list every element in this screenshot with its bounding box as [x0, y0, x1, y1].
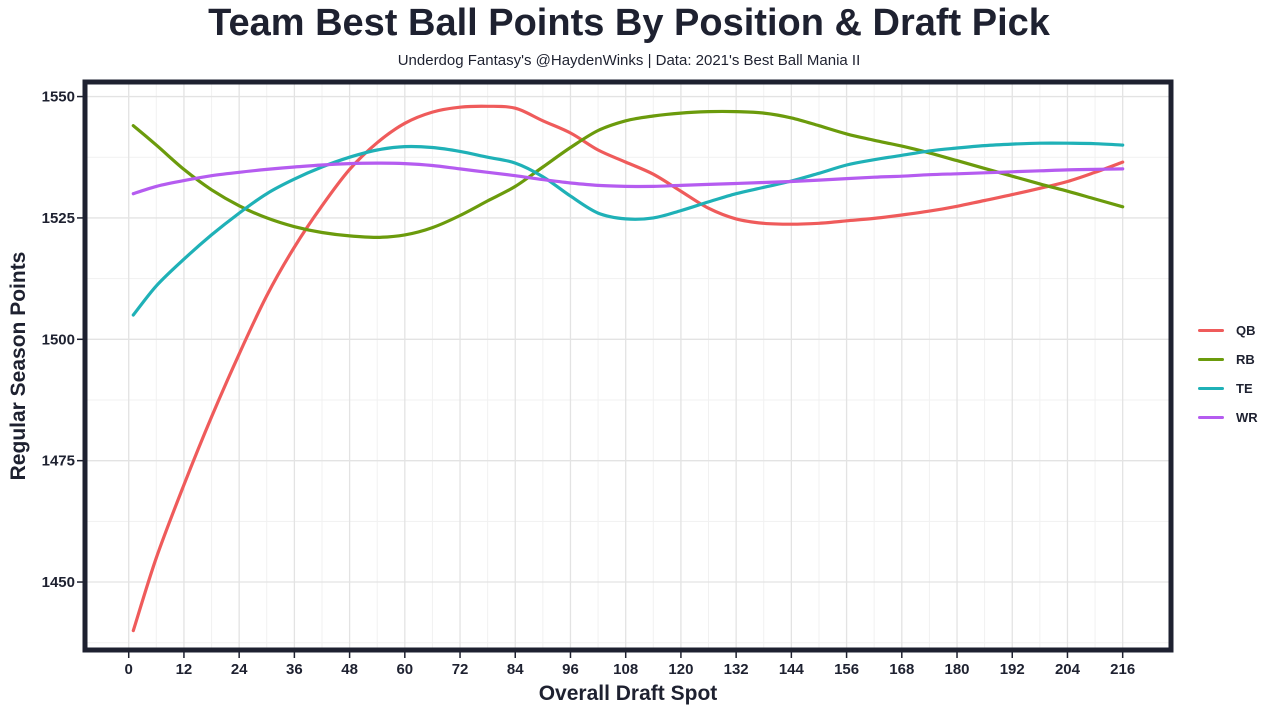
minor-gridlines	[85, 82, 1171, 650]
x-tick-label: 204	[1055, 661, 1081, 678]
chart-title: Team Best Ball Points By Position & Draf…	[208, 2, 1050, 44]
y-tick-label: 1450	[42, 574, 75, 591]
legend-swatch	[1198, 387, 1224, 390]
x-axis-ticks: 0 12 24 36 48 60 72 84 96 108 120 132 144 156 168 180 19…	[125, 652, 1135, 678]
series-line-wr	[131, 161, 1125, 196]
x-tick-label: 180	[945, 661, 970, 678]
y-tick-label: 1500	[42, 331, 75, 348]
x-tick-label: 108	[613, 661, 638, 678]
series-line-qb	[131, 104, 1125, 633]
x-tick-label: 48	[341, 661, 358, 678]
major-gridlines	[85, 82, 1171, 650]
legend-label: RB	[1236, 352, 1255, 367]
series-line-te	[131, 141, 1125, 317]
y-tick-label: 1550	[42, 89, 75, 106]
x-tick-label: 156	[834, 661, 859, 678]
x-tick-label: 192	[1000, 661, 1025, 678]
y-axis-title: Regular Season Points	[7, 252, 30, 481]
x-tick-label: 84	[507, 661, 524, 678]
x-tick-label: 144	[779, 661, 805, 678]
plot-panel-border	[82, 79, 1174, 653]
legend-item-qb: QB	[1198, 316, 1258, 345]
x-tick-label: 24	[231, 661, 248, 678]
x-tick-label: 120	[668, 661, 693, 678]
x-tick-label: 216	[1110, 661, 1135, 678]
legend-swatch	[1198, 416, 1224, 419]
x-tick-label: 12	[176, 661, 193, 678]
x-tick-label: 60	[396, 661, 413, 678]
chart-subtitle: Underdog Fantasy's @HaydenWinks | Data: …	[397, 52, 861, 69]
x-tick-label: 132	[724, 661, 749, 678]
legend-label: QB	[1236, 323, 1256, 338]
y-tick-label: 1475	[42, 453, 75, 470]
x-tick-label: 168	[889, 661, 914, 678]
legend-item-rb: RB	[1198, 345, 1258, 374]
series-line-rb	[131, 109, 1125, 240]
series-lines	[131, 104, 1125, 633]
y-tick-label: 1525	[42, 210, 75, 227]
chart-legend: QB RB TE WR	[1198, 316, 1258, 432]
legend-item-wr: WR	[1198, 403, 1258, 432]
x-tick-label: 96	[562, 661, 579, 678]
legend-swatch	[1198, 358, 1224, 361]
legend-label: TE	[1236, 381, 1253, 396]
y-axis-ticks: 1450 1475 1500 1525 1550	[42, 89, 83, 591]
legend-label: WR	[1236, 410, 1258, 425]
x-tick-label: 36	[286, 661, 303, 678]
x-axis-title: Overall Draft Spot	[539, 682, 718, 705]
legend-swatch	[1198, 329, 1224, 332]
legend-item-te: TE	[1198, 374, 1258, 403]
x-tick-label: 0	[125, 661, 133, 678]
x-tick-label: 72	[452, 661, 469, 678]
